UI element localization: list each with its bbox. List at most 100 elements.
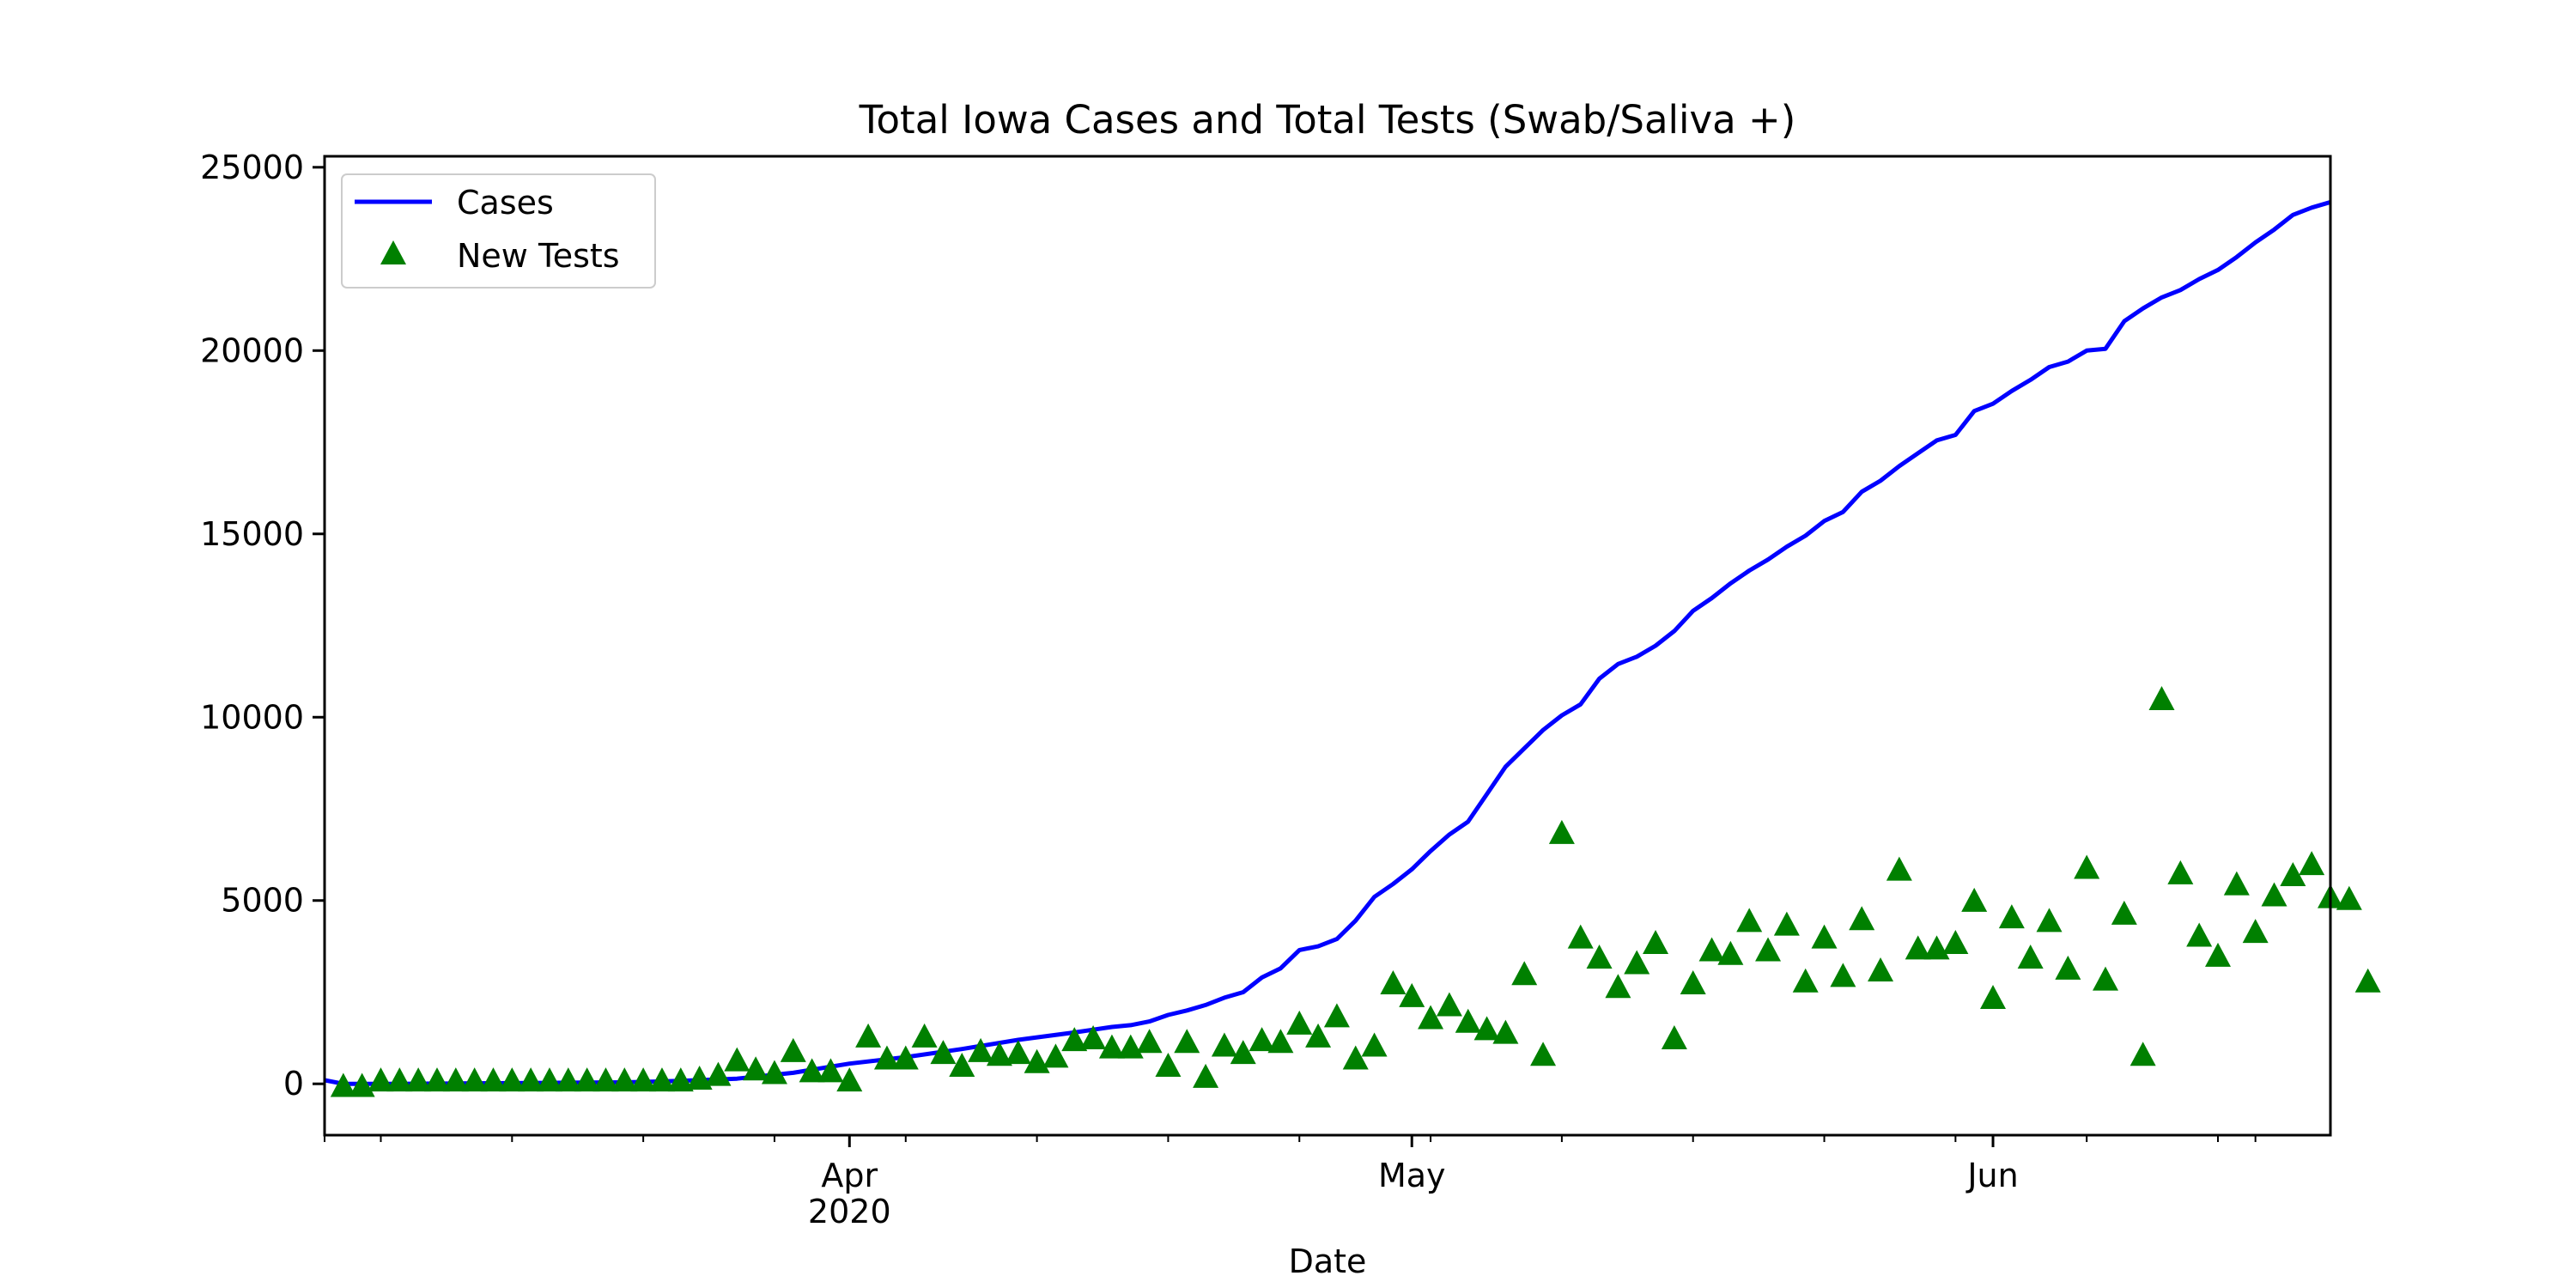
new-tests-point: [686, 1065, 713, 1090]
new-tests-point: [1418, 1005, 1444, 1030]
new-tests-point: [405, 1067, 432, 1092]
new-tests-point: [1811, 924, 1838, 949]
new-tests-point: [986, 1042, 1012, 1066]
new-tests-point: [555, 1067, 581, 1092]
new-tests-point: [873, 1045, 900, 1070]
legend-cases-label: Cases: [457, 184, 554, 222]
new-tests-point: [1868, 957, 1894, 981]
new-tests-point: [1567, 924, 1594, 949]
new-tests-point: [1136, 1029, 1163, 1054]
new-tests-point: [743, 1056, 769, 1081]
new-tests-point: [1155, 1053, 1182, 1078]
new-tests-point: [1849, 906, 1875, 931]
new-tests-point: [2242, 919, 2269, 944]
new-tests-point: [968, 1037, 994, 1062]
new-tests-point: [1755, 937, 1782, 962]
new-tests-point: [911, 1023, 938, 1048]
new-tests-point: [799, 1058, 825, 1083]
new-tests-point: [1473, 1016, 1500, 1041]
new-tests-point: [2167, 860, 2194, 884]
x-axis-label: Date: [1289, 1242, 1367, 1280]
new-tests-point: [1680, 969, 1706, 994]
new-tests-point: [461, 1067, 488, 1092]
new-tests-point: [611, 1067, 638, 1092]
y-tick-label: 20000: [200, 331, 304, 369]
cases-line: [325, 200, 2330, 1086]
new-tests-point: [1042, 1043, 1069, 1068]
new-tests-point: [1286, 1010, 1313, 1035]
new-tests-point: [480, 1067, 507, 1092]
new-tests-point: [1548, 819, 1575, 844]
new-tests-point: [780, 1037, 806, 1062]
new-tests-point: [1605, 974, 1631, 999]
new-tests-point: [2129, 1042, 2156, 1066]
new-tests-point: [1005, 1040, 1031, 1065]
x-tick-sublabel: 2020: [808, 1193, 891, 1230]
new-tests-point: [2148, 686, 2175, 711]
new-tests-point: [949, 1053, 975, 1078]
new-tests-point: [836, 1067, 863, 1092]
new-tests-point: [423, 1067, 450, 1092]
new-tests-point: [1736, 908, 1763, 933]
new-tests-point: [1323, 1003, 1350, 1028]
x-tick-label: Apr: [821, 1157, 878, 1194]
y-tick-label: 5000: [221, 882, 304, 920]
new-tests-point: [1923, 935, 1950, 960]
new-tests-point: [1230, 1040, 1256, 1065]
axes-frame: [323, 155, 2332, 1137]
y-tick-label: 10000: [200, 698, 304, 736]
new-tests-point: [499, 1067, 526, 1092]
new-tests-point: [1342, 1045, 1369, 1070]
new-tests-point: [1773, 911, 1800, 936]
new-tests-point: [2111, 900, 2137, 925]
new-tests-point: [368, 1067, 394, 1092]
new-tests-point: [1980, 985, 2007, 1010]
new-tests-point: [1305, 1023, 1332, 1048]
new-tests-point: [2074, 854, 2100, 879]
new-tests-point: [1511, 961, 1538, 986]
new-tests-point: [518, 1067, 544, 1092]
new-tests-point: [1399, 982, 1425, 1007]
new-tests-point: [2055, 955, 2081, 980]
new-tests-point: [1792, 968, 1819, 993]
new-tests-point: [386, 1067, 413, 1092]
x-tick-label: May: [1378, 1157, 1446, 1194]
new-tests-point: [1249, 1027, 1275, 1052]
new-tests-point: [1267, 1029, 1294, 1054]
new-tests-point: [2336, 885, 2362, 910]
new-tests-point: [2299, 851, 2325, 876]
new-tests-point: [2280, 861, 2306, 886]
new-tests-point: [2186, 922, 2213, 947]
new-tests-markers: [330, 686, 2381, 1097]
new-tests-point: [592, 1067, 619, 1092]
new-tests-point: [855, 1023, 882, 1048]
new-tests-point: [1998, 904, 2025, 929]
plot-content: [325, 200, 2381, 1097]
new-tests-point: [1886, 856, 1912, 881]
new-tests-point: [1080, 1024, 1107, 1049]
new-tests-point: [1211, 1032, 1237, 1057]
new-tests-point: [1661, 1024, 1687, 1049]
new-tests-point: [1455, 1008, 1481, 1033]
new-tests-point: [667, 1067, 694, 1092]
new-tests-point: [2017, 945, 2044, 969]
legend-new-tests-label: New Tests: [457, 237, 620, 275]
chart-title: Total Iowa Cases and Total Tests (Swab/S…: [859, 97, 1796, 143]
y-tick-label: 0: [283, 1065, 304, 1103]
new-tests-point: [1643, 929, 1669, 954]
new-tests-point: [1961, 887, 1988, 912]
y-tick-label: 15000: [200, 515, 304, 553]
new-tests-point: [1436, 992, 1462, 1017]
y-tick-label: 25000: [200, 149, 304, 186]
new-tests-point: [2205, 942, 2232, 967]
new-tests-point: [2261, 882, 2287, 907]
x-tick-label: Jun: [1965, 1157, 2018, 1194]
new-tests-point: [648, 1067, 675, 1092]
new-tests-point: [2093, 966, 2119, 991]
new-tests-point: [1098, 1034, 1125, 1059]
y-axis: 0 5000 10000 15000 20000 25000: [200, 149, 325, 1103]
new-tests-point: [761, 1060, 787, 1084]
new-tests-point: [330, 1072, 356, 1097]
